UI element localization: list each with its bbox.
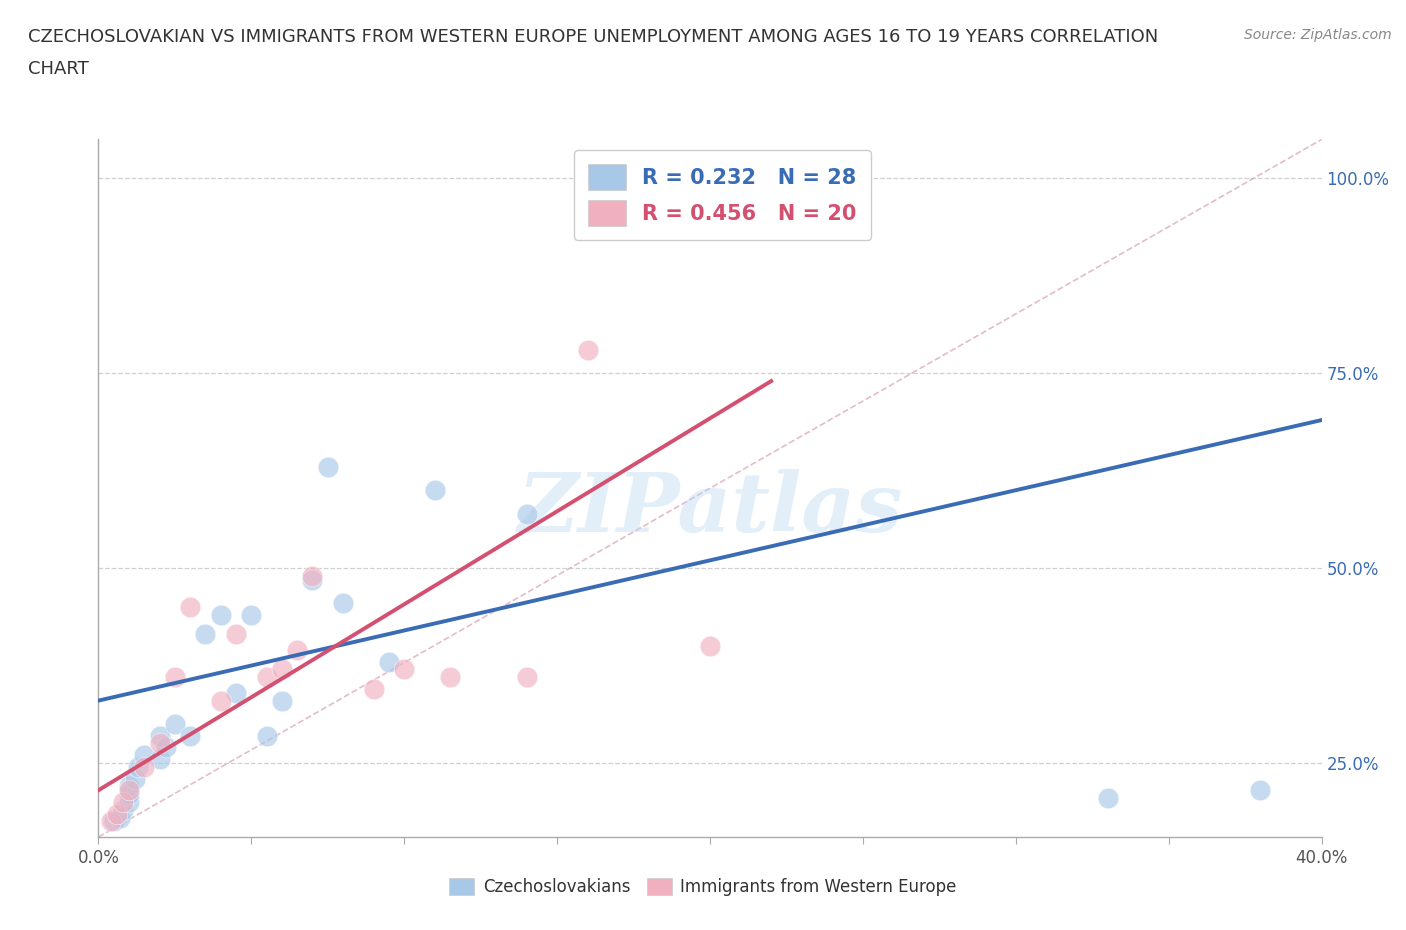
Point (270, 662, 292, 677)
Point (699, 639, 721, 654)
Point (118, 779, 141, 794)
Point (301, 568, 323, 583)
Point (301, 572, 323, 587)
Point (225, 685, 247, 700)
Point (194, 627, 217, 642)
Point (149, 728, 172, 743)
Point (134, 760, 156, 775)
Point (105, 806, 128, 821)
Point (127, 760, 149, 775)
Point (256, 670, 278, 684)
Text: ZIPatlas: ZIPatlas (517, 469, 903, 550)
Point (225, 627, 247, 642)
Legend: R = 0.232   N = 28, R = 0.456   N = 20: R = 0.232 N = 28, R = 0.456 N = 20 (574, 150, 872, 240)
Point (103, 814, 125, 829)
Point (240, 607, 263, 622)
Point (118, 783, 141, 798)
Point (332, 596, 354, 611)
Point (124, 771, 146, 786)
Point (378, 654, 401, 669)
Point (392, 662, 416, 677)
Point (516, 670, 538, 684)
Point (118, 787, 141, 802)
Y-axis label: Unemployment Among Ages 16 to 19 years: Unemployment Among Ages 16 to 19 years (0, 306, 8, 671)
Point (118, 794, 141, 809)
Point (423, 483, 446, 498)
Point (316, 459, 339, 474)
Point (149, 751, 172, 766)
Text: CZECHOSLOVAKIAN VS IMMIGRANTS FROM WESTERN EUROPE UNEMPLOYMENT AMONG AGES 16 TO : CZECHOSLOVAKIAN VS IMMIGRANTS FROM WESTE… (28, 28, 1159, 46)
Point (256, 728, 278, 743)
Point (134, 748, 156, 763)
Point (111, 794, 134, 809)
Point (163, 670, 186, 684)
Point (209, 607, 232, 622)
Point (100, 814, 122, 829)
Point (516, 506, 538, 521)
Point (108, 810, 131, 825)
Point (179, 728, 201, 743)
Text: Source: ZipAtlas.com: Source: ZipAtlas.com (1244, 28, 1392, 42)
Point (363, 682, 385, 697)
Point (149, 736, 172, 751)
Point (270, 693, 292, 708)
Text: CHART: CHART (28, 60, 89, 78)
Point (576, 342, 599, 357)
Legend: Czechoslovakians, Immigrants from Western Europe: Czechoslovakians, Immigrants from Wester… (443, 871, 963, 903)
Point (163, 716, 186, 731)
Point (111, 803, 134, 817)
Point (179, 600, 201, 615)
Point (439, 670, 461, 684)
Point (1097, 790, 1119, 805)
Point (155, 740, 177, 755)
Point (209, 693, 232, 708)
Point (1249, 783, 1271, 798)
Point (285, 643, 308, 658)
